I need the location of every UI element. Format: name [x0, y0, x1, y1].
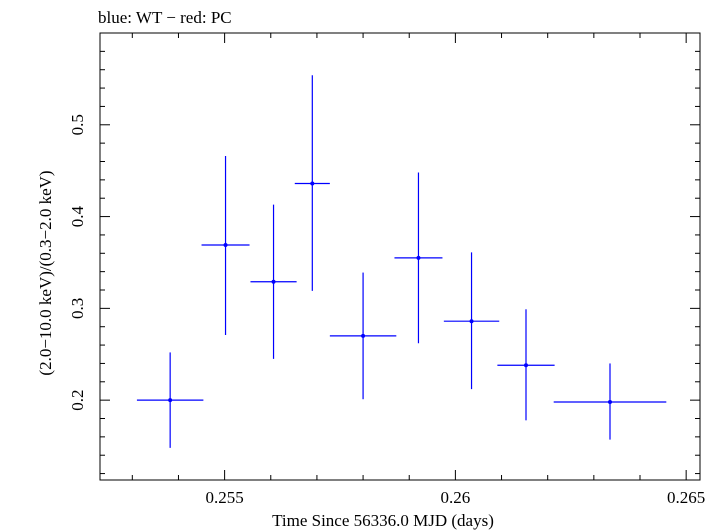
data-point [497, 309, 555, 421]
y-axis-ticks [100, 32, 700, 475]
data-point [329, 272, 397, 400]
chart-title: blue: WT − red: PC [98, 8, 232, 27]
data-point [553, 363, 667, 440]
data-point [443, 252, 500, 390]
point-marker [469, 319, 474, 324]
y-axis-label: (2.0−10.0 keV)/(0.3−2.0 keV) [36, 170, 55, 375]
data-point [250, 204, 297, 359]
point-marker [168, 398, 173, 403]
y-tick-label: 0.2 [68, 390, 87, 411]
y-tick-label: 0.4 [68, 205, 87, 227]
data-point [201, 155, 250, 335]
y-tick-label: 0.5 [68, 114, 87, 135]
plot-frame [99, 32, 701, 481]
x-tick-label: 0.255 [205, 488, 243, 507]
y-tick-label: 0.3 [68, 298, 87, 319]
y-axis-tick-labels: 0.2 0.3 0.4 0.5 [68, 114, 87, 411]
data-series [136, 75, 667, 448]
data-point [136, 352, 204, 448]
point-marker [271, 279, 276, 284]
point-marker [223, 243, 228, 248]
x-axis-ticks [131, 33, 687, 480]
data-point [394, 172, 443, 344]
point-marker [524, 363, 528, 368]
x-axis-label: Time Since 56336.0 MJD (days) [272, 511, 494, 530]
data-point [294, 75, 330, 291]
x-tick-label: 0.265 [667, 488, 705, 507]
x-tick-label: 0.26 [441, 488, 471, 507]
point-marker [608, 399, 612, 404]
point-marker [361, 333, 366, 338]
x-axis-tick-labels: 0.255 0.26 0.265 [205, 488, 705, 507]
point-marker [416, 255, 421, 260]
point-marker [310, 181, 315, 186]
